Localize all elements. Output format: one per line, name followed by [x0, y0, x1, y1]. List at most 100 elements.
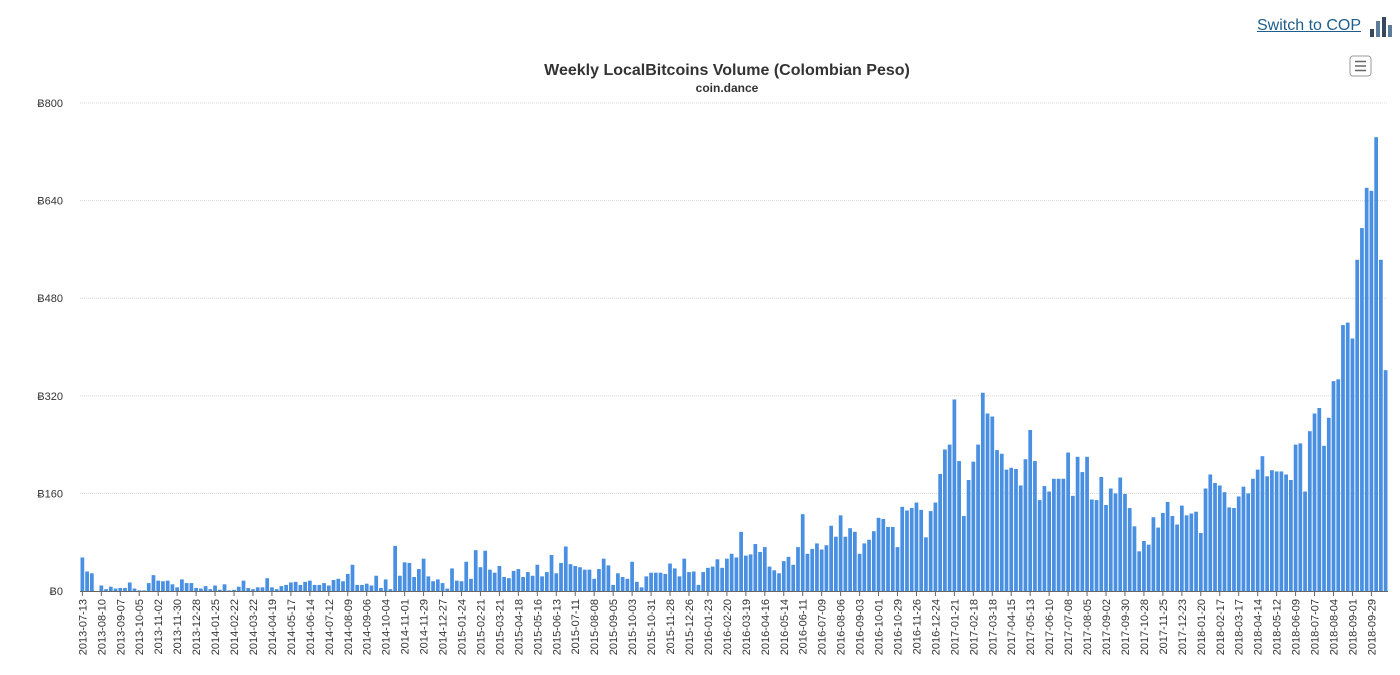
- bar[interactable]: [924, 537, 928, 591]
- bar[interactable]: [663, 573, 668, 591]
- bar[interactable]: [1355, 259, 1360, 591]
- bar[interactable]: [222, 584, 227, 591]
- bar[interactable]: [1066, 452, 1070, 591]
- bar[interactable]: [170, 584, 175, 591]
- bar[interactable]: [687, 572, 691, 591]
- bar[interactable]: [289, 582, 293, 591]
- bar[interactable]: [1208, 474, 1213, 591]
- bar[interactable]: [658, 572, 663, 591]
- bar[interactable]: [1284, 474, 1288, 591]
- bar[interactable]: [606, 565, 611, 591]
- bar[interactable]: [824, 545, 829, 591]
- bar[interactable]: [781, 561, 786, 591]
- bar[interactable]: [412, 576, 416, 591]
- bar[interactable]: [108, 586, 113, 591]
- bar[interactable]: [1298, 443, 1303, 591]
- bar[interactable]: [582, 569, 587, 591]
- bar[interactable]: [597, 569, 601, 591]
- bar[interactable]: [1194, 511, 1198, 591]
- bar[interactable]: [819, 549, 824, 591]
- bar[interactable]: [734, 557, 739, 591]
- bar[interactable]: [815, 543, 819, 591]
- bar[interactable]: [1364, 187, 1369, 592]
- bar[interactable]: [1345, 322, 1350, 591]
- bar[interactable]: [516, 569, 521, 591]
- bar[interactable]: [682, 558, 687, 591]
- bar[interactable]: [1146, 544, 1151, 591]
- bar[interactable]: [1260, 456, 1265, 591]
- bar[interactable]: [1161, 512, 1165, 591]
- bar-chart-icon[interactable]: [1370, 17, 1392, 37]
- bar[interactable]: [1165, 501, 1170, 591]
- bar[interactable]: [274, 589, 279, 591]
- bar[interactable]: [971, 461, 976, 591]
- bar[interactable]: [1189, 513, 1194, 591]
- bar[interactable]: [620, 576, 625, 591]
- bar[interactable]: [1288, 479, 1293, 591]
- bar[interactable]: [175, 587, 180, 591]
- bar[interactable]: [777, 573, 781, 591]
- bar[interactable]: [151, 575, 156, 591]
- bar[interactable]: [587, 569, 592, 591]
- bar[interactable]: [180, 579, 184, 591]
- bar[interactable]: [208, 589, 213, 591]
- bar[interactable]: [469, 578, 473, 591]
- bar[interactable]: [341, 581, 345, 591]
- bar[interactable]: [1156, 527, 1161, 591]
- bar[interactable]: [1108, 488, 1113, 591]
- bar[interactable]: [1113, 493, 1118, 591]
- bar[interactable]: [189, 583, 194, 591]
- bar[interactable]: [1307, 431, 1312, 591]
- bar[interactable]: [1379, 259, 1383, 591]
- bar[interactable]: [1023, 459, 1028, 591]
- bar[interactable]: [914, 502, 919, 591]
- bar[interactable]: [947, 444, 952, 591]
- bar[interactable]: [1232, 508, 1236, 591]
- bar[interactable]: [1236, 496, 1241, 591]
- bar[interactable]: [786, 556, 791, 591]
- bar[interactable]: [161, 581, 165, 591]
- bar[interactable]: [1028, 429, 1033, 591]
- bar[interactable]: [459, 581, 464, 591]
- bar[interactable]: [85, 571, 89, 591]
- bar[interactable]: [758, 551, 762, 591]
- bar[interactable]: [1080, 472, 1085, 591]
- bar[interactable]: [379, 587, 383, 591]
- bar[interactable]: [132, 588, 137, 591]
- bar[interactable]: [255, 587, 260, 591]
- bar[interactable]: [691, 571, 696, 591]
- bar[interactable]: [943, 449, 947, 591]
- bar[interactable]: [492, 572, 497, 591]
- bar[interactable]: [677, 576, 682, 591]
- bar[interactable]: [284, 584, 289, 591]
- bar[interactable]: [383, 579, 388, 591]
- bar[interactable]: [331, 580, 336, 591]
- bar[interactable]: [540, 576, 544, 591]
- bar[interactable]: [933, 502, 938, 591]
- bar[interactable]: [1270, 470, 1274, 591]
- bar[interactable]: [1089, 499, 1094, 592]
- bar[interactable]: [630, 561, 634, 591]
- bar[interactable]: [416, 569, 421, 591]
- bar[interactable]: [857, 553, 862, 591]
- bar[interactable]: [478, 567, 483, 591]
- bar[interactable]: [544, 572, 549, 591]
- bar[interactable]: [976, 444, 980, 591]
- bar[interactable]: [1175, 524, 1179, 591]
- bar[interactable]: [1222, 492, 1227, 591]
- bar[interactable]: [1274, 471, 1279, 591]
- bar[interactable]: [236, 586, 241, 591]
- bar[interactable]: [104, 589, 108, 591]
- bar[interactable]: [1184, 515, 1189, 591]
- bar[interactable]: [559, 562, 563, 591]
- bar[interactable]: [137, 590, 142, 591]
- bar[interactable]: [1293, 444, 1298, 591]
- bar[interactable]: [886, 526, 890, 591]
- bar[interactable]: [862, 543, 867, 591]
- bar[interactable]: [1279, 471, 1284, 591]
- bar[interactable]: [748, 554, 753, 591]
- bar[interactable]: [739, 531, 743, 591]
- bar[interactable]: [146, 583, 151, 591]
- switch-currency-link[interactable]: Switch to COP: [1257, 17, 1362, 34]
- bar[interactable]: [895, 547, 900, 591]
